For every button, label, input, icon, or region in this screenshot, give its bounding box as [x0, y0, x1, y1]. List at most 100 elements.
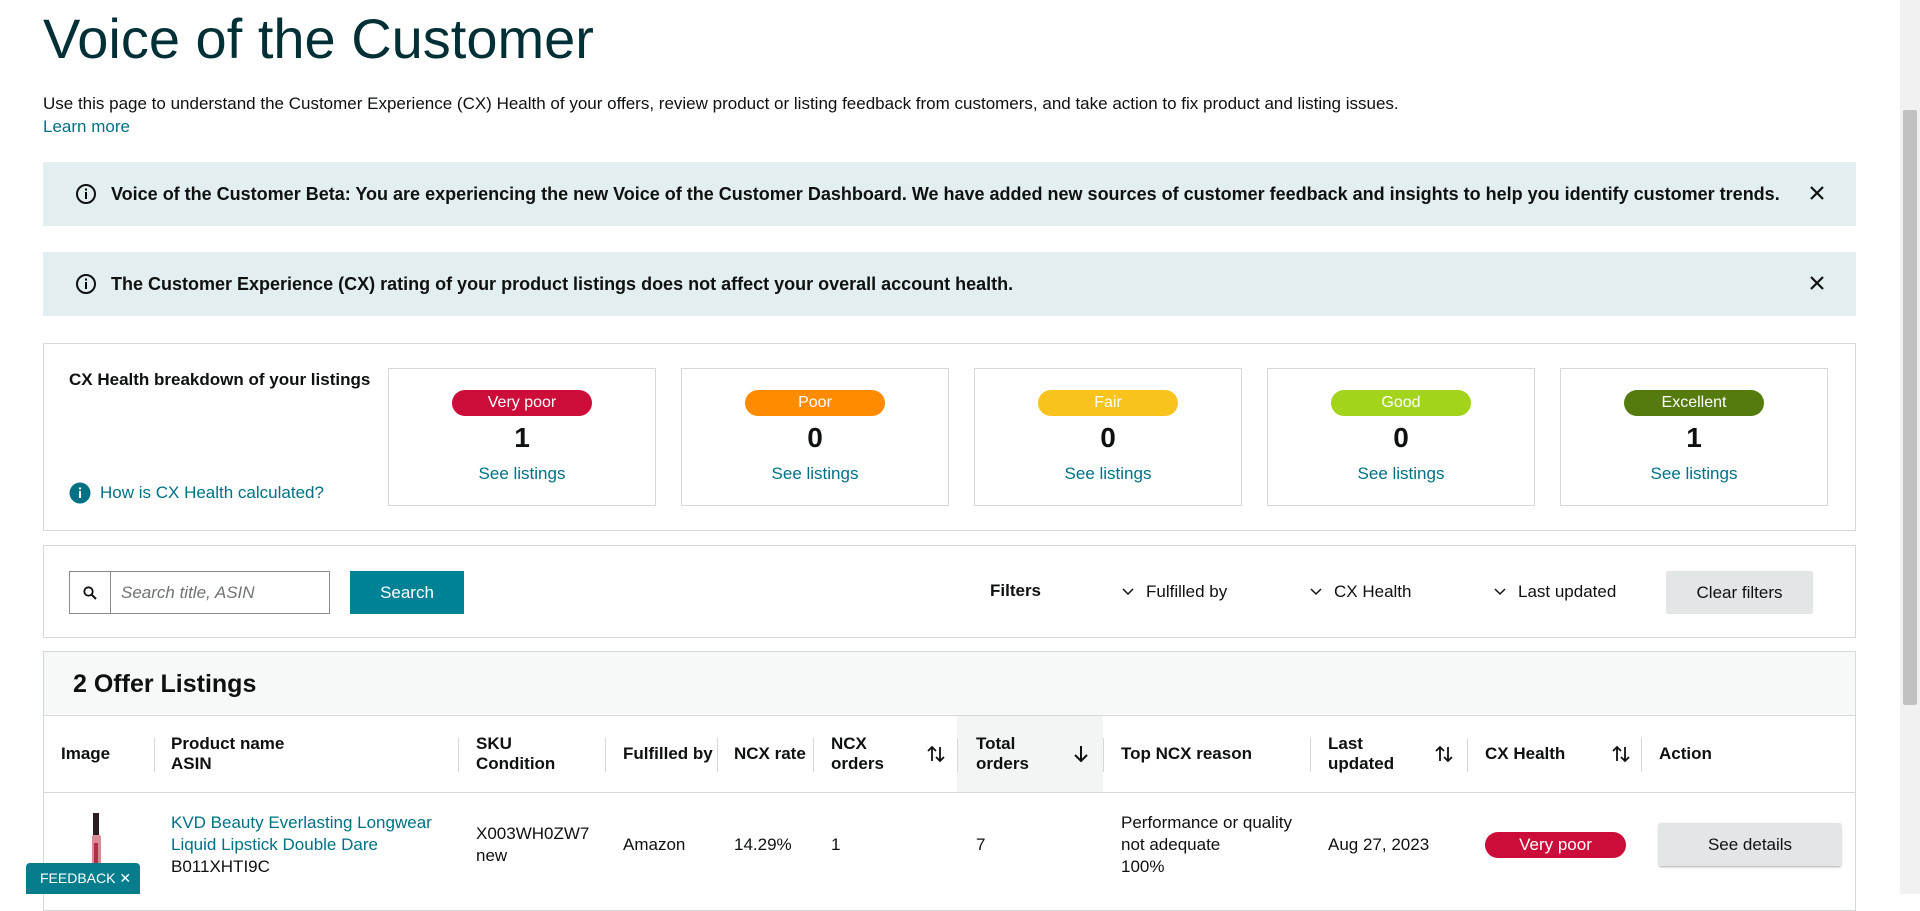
column-header: Total orders	[976, 716, 1029, 792]
filter-label: CX Health	[1334, 582, 1412, 601]
filter-dropdown[interactable]: Last updated	[1494, 582, 1616, 602]
see-listings-link[interactable]: See listings	[771, 464, 859, 483]
banner-text: Voice of the Customer Beta: You are expe…	[111, 183, 1780, 204]
fulfilled-by: Amazon	[623, 834, 686, 854]
filter-dropdown[interactable]: CX Health	[1310, 582, 1411, 602]
see-listings-link[interactable]: See listings	[1357, 464, 1445, 483]
health-badge: Very poor	[1485, 831, 1626, 858]
sort-icon[interactable]	[927, 744, 945, 764]
column-divider	[957, 738, 958, 772]
column-divider	[1310, 738, 1311, 772]
see-listings-link[interactable]: See listings	[1064, 464, 1152, 483]
column-header: Top NCX reason	[1121, 716, 1252, 792]
asin: B011XHTI9C	[171, 856, 270, 876]
health-cell: Very poor	[1485, 793, 1627, 896]
health-count: 0	[1100, 422, 1116, 453]
reason-cell: Performance or quality not adequate 100%	[1121, 793, 1311, 896]
health-badge: Poor	[745, 390, 885, 416]
health-badge: Fair	[1038, 390, 1178, 416]
column-header-text: NCX	[831, 734, 867, 753]
column-divider	[458, 738, 459, 772]
sort-icon[interactable]	[1435, 744, 1453, 764]
health-count: 1	[514, 422, 530, 453]
help-link[interactable]: How is CX Health calculated?	[69, 482, 324, 504]
column-header: Product name ASIN	[171, 716, 284, 792]
column-header-text: Image	[61, 744, 111, 763]
column-divider	[1103, 738, 1104, 772]
column-header: Last updated	[1328, 716, 1394, 792]
close-button[interactable]	[1806, 182, 1828, 204]
health-badge: Very poor	[452, 390, 592, 416]
condition: new	[476, 845, 508, 865]
close-button[interactable]	[1806, 272, 1828, 294]
column-divider	[1641, 738, 1642, 772]
table-header: Image Product name ASIN SKU Condition Fulfill…	[44, 716, 1855, 793]
health-count: 1	[1686, 422, 1702, 453]
health-card: Good 0 See listings	[1267, 368, 1535, 506]
breakdown-title: CX Health breakdown of your listings	[69, 370, 371, 389]
column-header-text: Top NCX reason	[1121, 744, 1252, 763]
column-header-text: orders	[976, 754, 1029, 773]
search-input[interactable]: Search title, ASIN	[69, 571, 330, 614]
feedback-button[interactable]: FEEDBACK ✕	[26, 863, 140, 894]
column-header-text: updated	[1328, 754, 1395, 773]
column-header: SKU Condition	[476, 716, 555, 792]
help-link-text[interactable]: How is CX Health calculated?	[100, 483, 324, 502]
search-icon	[70, 572, 111, 613]
column-divider	[605, 738, 606, 772]
ncx-orders-cell: 1	[831, 793, 931, 896]
health-card: Very poor 1 See listings	[388, 368, 656, 506]
see-details-button[interactable]: See details	[1659, 823, 1841, 866]
top-ncx-reason: Performance or quality not adequate	[1121, 812, 1293, 854]
cx-breakdown: CX Health breakdown of your listings How…	[43, 343, 1856, 531]
column-divider	[1467, 738, 1468, 772]
clear-filters-button[interactable]: Clear filters	[1666, 571, 1813, 614]
info-icon	[76, 274, 96, 294]
sort-icon[interactable]	[1072, 744, 1090, 764]
see-listings-link[interactable]: See listings	[478, 464, 566, 483]
search-bar: Search title, ASIN Search Filters Fulfil…	[43, 545, 1856, 638]
column-header-text: Total	[976, 734, 1016, 753]
info-banner: The Customer Experience (CX) rating of y…	[43, 252, 1856, 316]
updated-cell: Aug 27, 2023	[1328, 793, 1478, 896]
sort-icon[interactable]	[1612, 744, 1630, 764]
column-header-text: NCX rate	[734, 744, 806, 763]
health-card: Fair 0 See listings	[974, 368, 1242, 506]
search-placeholder: Search title, ASIN	[121, 583, 255, 602]
ncx-orders: 1	[831, 834, 841, 854]
column-header-text: Fulfilled by	[623, 744, 713, 763]
banner-text: The Customer Experience (CX) rating of y…	[111, 273, 1014, 294]
column-header: CX Health	[1485, 716, 1565, 792]
column-header-text: Product name	[171, 734, 285, 753]
column-header: NCX rate	[734, 716, 806, 792]
column-header: Image	[61, 716, 110, 792]
scrollbar	[1900, 0, 1920, 894]
scrollbar-thumb	[1903, 110, 1917, 705]
column-header: NCX orders	[831, 716, 884, 792]
total-orders-cell: 7	[976, 793, 1076, 896]
listings-panel: 2 Offer Listings Image Product name ASIN SK…	[43, 651, 1856, 911]
info-icon	[69, 482, 91, 504]
health-count: 0	[807, 422, 823, 453]
column-divider	[717, 738, 718, 772]
column-header: Action	[1659, 716, 1712, 792]
sku-cell: X003WH0ZW7 new	[476, 793, 606, 896]
see-listings-link[interactable]: See listings	[1650, 464, 1738, 483]
top-ncx-share: 100%	[1121, 856, 1165, 876]
product-name-link[interactable]: KVD Beauty Everlasting Longwear Liquid L…	[171, 812, 432, 854]
info-banner: Voice of the Customer Beta: You are expe…	[43, 162, 1856, 226]
last-updated: Aug 27, 2023	[1328, 834, 1430, 854]
learn-more-link[interactable]: Learn more	[43, 117, 130, 136]
filter-label: Last updated	[1518, 582, 1617, 601]
filter-dropdown[interactable]: Fulfilled by	[1122, 582, 1227, 602]
fulfilled-cell: Amazon	[623, 793, 723, 896]
column-header-text: orders	[831, 754, 884, 773]
product-cell: KVD Beauty Everlasting Longwear Liquid L…	[171, 793, 451, 896]
column-divider	[813, 738, 814, 772]
description: Use this page to understand the Customer…	[43, 94, 1399, 113]
sorted-column-bg	[957, 716, 1103, 792]
column-header-text: CX Health	[1485, 744, 1566, 763]
search-button[interactable]: Search	[350, 571, 464, 614]
health-card: Poor 0 See listings	[681, 368, 949, 506]
feedback-text: FEEDBACK	[40, 870, 116, 886]
